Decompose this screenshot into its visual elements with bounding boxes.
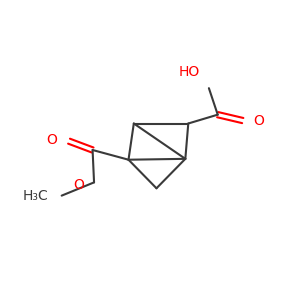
Text: HO: HO <box>179 65 200 79</box>
Text: H₃C: H₃C <box>23 189 48 202</box>
Text: O: O <box>73 178 84 192</box>
Text: O: O <box>46 133 57 147</box>
Text: O: O <box>253 114 264 128</box>
